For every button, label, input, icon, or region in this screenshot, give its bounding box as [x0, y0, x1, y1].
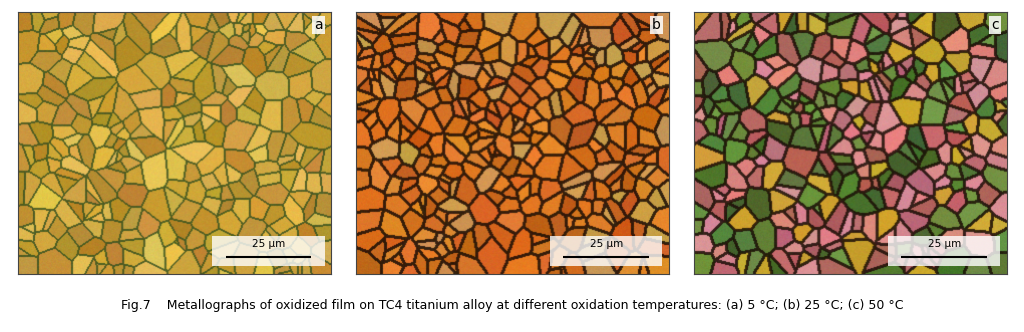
Bar — [550, 236, 663, 266]
Text: 25 μm: 25 μm — [590, 239, 623, 249]
Text: 25 μm: 25 μm — [252, 239, 285, 249]
Bar — [888, 236, 1000, 266]
Bar — [212, 236, 325, 266]
Text: c: c — [991, 18, 998, 32]
Text: a: a — [314, 18, 323, 32]
Text: b: b — [652, 18, 660, 32]
Text: 25 μm: 25 μm — [928, 239, 961, 249]
Text: Fig.7    Metallographs of oxidized film on TC4 titanium alloy at different oxida: Fig.7 Metallographs of oxidized film on … — [121, 299, 903, 312]
